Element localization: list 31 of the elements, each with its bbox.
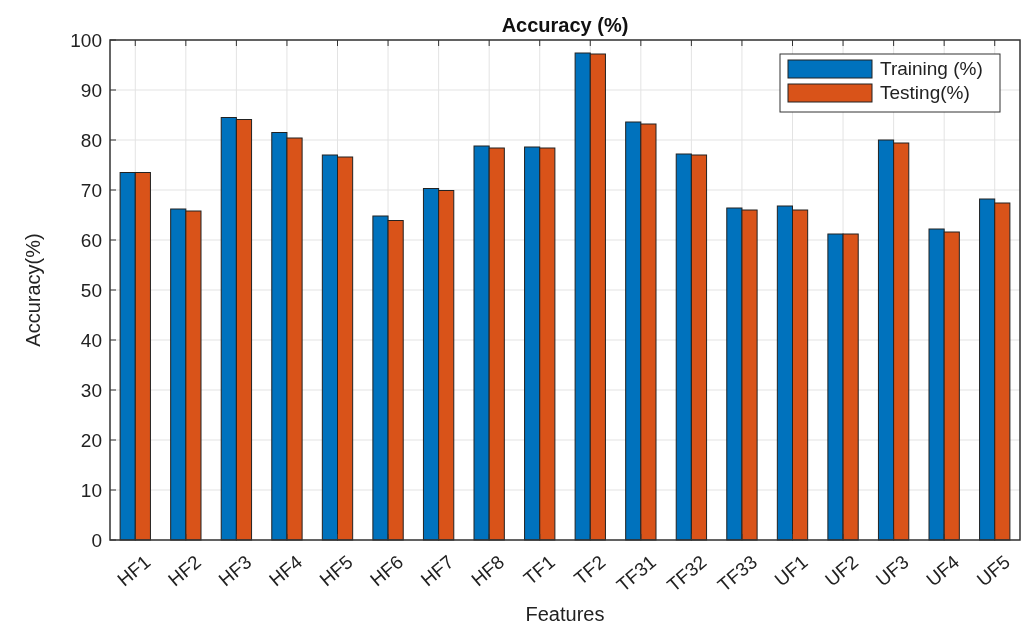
x-tick-label: HF5 [315, 551, 357, 591]
x-tick-label: UF3 [871, 551, 913, 591]
y-tick-label: 50 [80, 279, 102, 301]
y-tick-label: 70 [80, 179, 102, 201]
y-tick-label: 20 [80, 429, 102, 451]
x-tick-label: HF1 [113, 551, 155, 591]
chart-title: Accuracy (%) [501, 14, 629, 36]
y-axis-title: Accuracy(%) [22, 233, 44, 347]
y-tick-label: 100 [70, 29, 102, 51]
y-tick-label: 90 [80, 79, 102, 101]
y-tick-label: 40 [80, 329, 102, 351]
x-tick-label: HF4 [265, 550, 307, 591]
x-tick-label: UF5 [972, 551, 1014, 591]
x-tick-label: TF1 [519, 551, 559, 589]
x-axis-title: Features [525, 603, 605, 625]
x-tick-label: HF2 [163, 551, 205, 591]
legend-label: Testing(%) [880, 82, 970, 103]
x-tick-label: TF2 [570, 551, 610, 589]
x-tick-label: HF3 [214, 551, 256, 591]
x-tick-label: HF7 [416, 551, 458, 591]
x-tick-label: HF8 [467, 551, 509, 591]
x-tick-label: UF1 [770, 551, 812, 591]
x-tick-label: UF2 [821, 551, 863, 591]
y-tick-label: 0 [91, 529, 102, 551]
x-tick-label: UF4 [922, 550, 964, 591]
y-tick-label: 10 [80, 479, 102, 501]
x-tick-label: HF6 [366, 551, 408, 591]
y-tick-label: 80 [80, 129, 102, 151]
legend-label: Training (%) [880, 58, 983, 79]
y-tick-label: 30 [80, 379, 102, 401]
y-tick-label: 60 [80, 229, 102, 251]
